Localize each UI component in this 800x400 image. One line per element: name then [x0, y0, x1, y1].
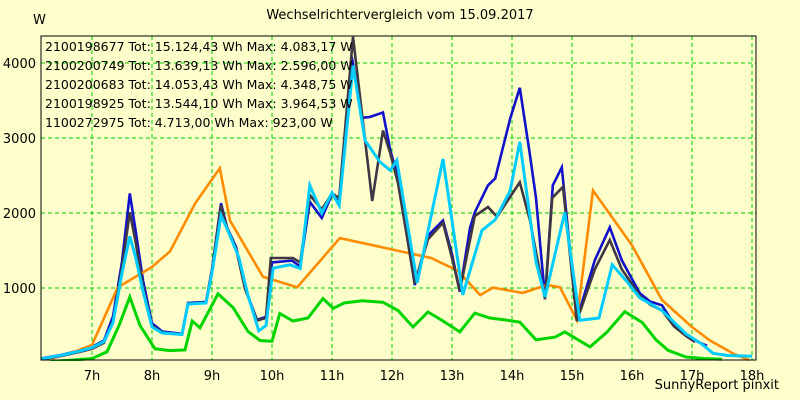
x-tick-label: 9h	[204, 369, 221, 384]
x-tick-label: 7h	[84, 369, 101, 384]
x-tick-label: 10h	[260, 369, 285, 384]
legend-entry-2100200683: 2100200683 Tot: 14.053,43 Wh Max: 4.348,…	[45, 77, 353, 92]
y-tick-label: 2000	[3, 207, 36, 222]
x-tick-label: 12h	[380, 369, 405, 384]
x-tick-label: 18h	[740, 369, 765, 384]
legend-entry-2100198925: 2100198925 Tot: 13.544,10 Wh Max: 3.964,…	[45, 96, 353, 111]
y-tick-label: 3000	[3, 132, 36, 147]
y-tick-label: 4000	[3, 57, 36, 72]
legend-entry-2100198677: 2100198677 Tot: 15.124,43 Wh Max: 4.083,…	[45, 39, 353, 54]
legend-entry-2100200749: 2100200749 Tot: 13.639,13 Wh Max: 2.596,…	[45, 58, 353, 73]
y-tick-label: 1000	[3, 282, 36, 297]
series-line-2100200749	[51, 165, 750, 361]
x-tick-label: 13h	[440, 369, 465, 384]
x-tick-label: 15h	[560, 369, 585, 384]
series-line-1100272975	[49, 291, 723, 361]
x-tick-label: 17h	[680, 369, 705, 384]
legend: 2100198677 Tot: 15.124,43 Wh Max: 4.083,…	[45, 39, 353, 130]
y-axis-unit-label: W	[33, 13, 46, 28]
credit-text: SunnyReport pinxit	[654, 378, 779, 393]
chart-title: Wechselrichtervergleich vom 15.09.2017	[266, 8, 534, 23]
legend-entry-1100272975: 1100272975 Tot: 4.713,00 Wh Max: 923,00 …	[45, 115, 333, 130]
plot-border	[40, 35, 757, 361]
series-lines	[41, 36, 753, 361]
x-tick-label: 16h	[620, 369, 645, 384]
x-tick-label: 11h	[320, 369, 345, 384]
series-line-2100198925	[41, 65, 753, 361]
x-tick-label: 14h	[500, 369, 525, 384]
axis-labels: 1000 2000 3000 4000 7h 8h 9h 10h 11h 12h 13h 14h 15h…	[3, 57, 764, 384]
x-tick-label: 8h	[144, 369, 161, 384]
